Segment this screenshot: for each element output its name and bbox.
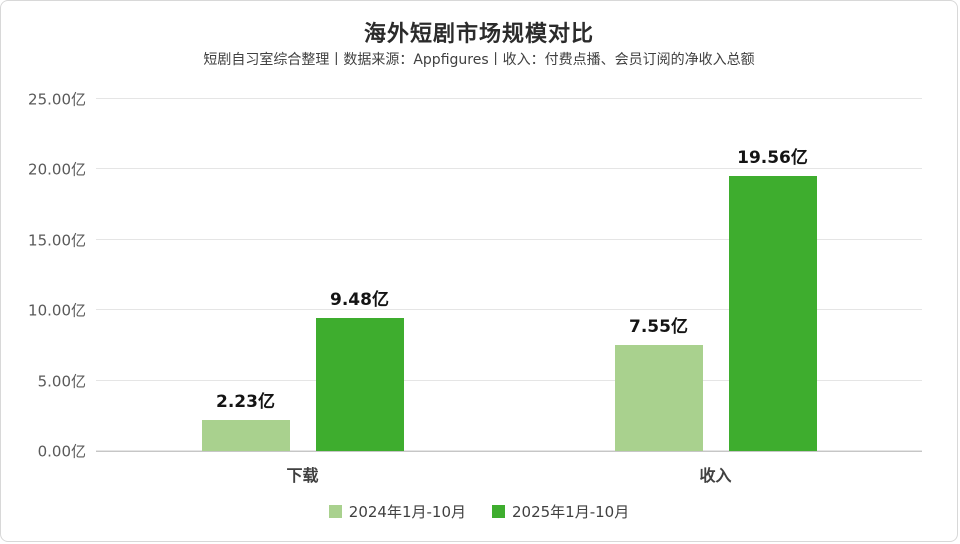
plot-area: 2.23亿 9.48亿下载 7.55亿 19.56亿收入 0.00亿 5.00亿 10.0… — [28, 91, 922, 485]
x-category-label: 下载 — [286, 466, 319, 485]
x-category-label: 收入 — [699, 466, 732, 485]
bar-slot: 19.56亿 — [728, 99, 817, 451]
chart-title: 海外短剧市场规模对比 — [363, 22, 594, 47]
bar — [201, 419, 290, 451]
gridline — [96, 98, 922, 99]
gridline — [96, 450, 922, 451]
y-tick-label: 0.00亿 — [37, 442, 86, 461]
legend: 2024年1月-10月 2025年1月-10月 — [1, 501, 957, 522]
bar-value-label: 19.56亿 — [737, 147, 808, 168]
bar-value-label: 2.23亿 — [216, 391, 275, 412]
bar-value-label: 9.48亿 — [330, 289, 389, 310]
legend-item: 2025年1月-10月 — [492, 501, 629, 522]
legend-item: 2024年1月-10月 — [328, 501, 466, 522]
legend-swatch-icon — [328, 505, 342, 518]
legend-swatch-icon — [492, 505, 505, 518]
bar-slot: 9.48亿 — [315, 99, 404, 451]
gridline — [96, 168, 922, 170]
gridline — [96, 238, 922, 240]
bar-group: 2.23亿 9.48亿下载 — [201, 99, 404, 485]
y-tick-label: 10.00亿 — [28, 301, 86, 320]
y-tick-label: 20.00亿 — [28, 160, 86, 179]
chart-subtitle: 短剧自习室综合整理丨数据来源：Appfigures丨收入：付费点播、会员订阅的净… — [203, 52, 755, 68]
y-tick-label: 25.00亿 — [28, 90, 86, 109]
y-tick-label: 5.00亿 — [37, 372, 86, 391]
gridline — [96, 379, 922, 381]
bar — [728, 175, 817, 451]
legend-label: 2025年1月-10月 — [512, 503, 630, 521]
gridline — [96, 309, 922, 311]
bar — [614, 344, 703, 451]
bar-group: 7.55亿 19.56亿收入 — [614, 99, 817, 485]
bars-container: 2.23亿 9.48亿下载 7.55亿 19.56亿收入 — [96, 99, 922, 485]
y-tick-label: 15.00亿 — [28, 231, 86, 250]
bar-slot: 2.23亿 — [201, 99, 290, 451]
bar-value-label: 7.55亿 — [629, 316, 688, 337]
bar — [315, 317, 404, 451]
legend-label: 2024年1月-10月 — [348, 503, 466, 521]
bar-slot: 7.55亿 — [614, 99, 703, 451]
